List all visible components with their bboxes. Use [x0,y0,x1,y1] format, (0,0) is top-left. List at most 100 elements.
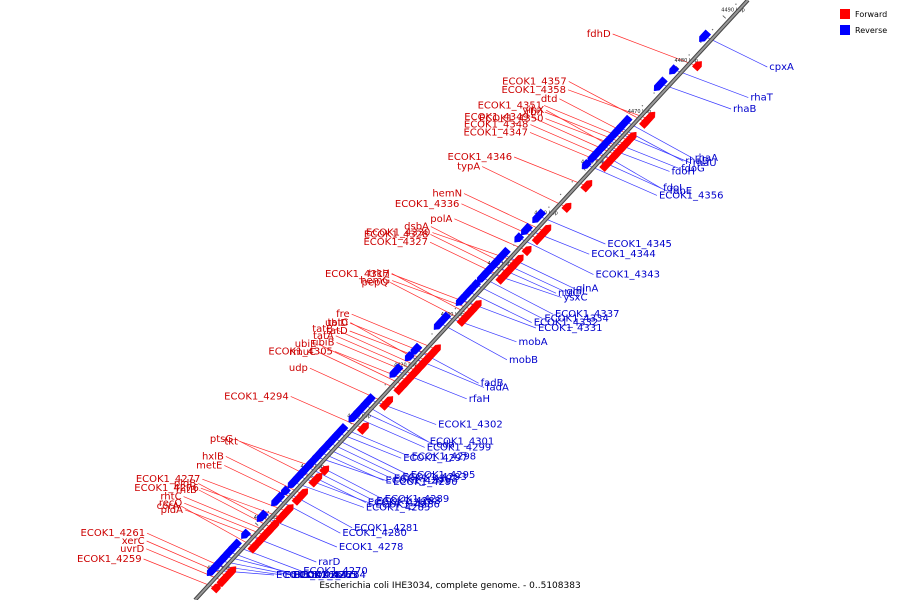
gene-arrow-ecok1-4298 [338,422,349,434]
gene-label-ecok1-4337: ECOK1_4337 [555,309,620,320]
gene-label-ecok1-4356: ECOK1_4356 [659,190,724,201]
gene-arrow-ecok1-4343 [514,232,525,243]
leader-line [146,540,231,578]
gene-label-ecok1-4351: ECOK1_4351 [478,100,543,111]
scale-tick-label: 4470 kbp [628,109,652,115]
scale-minor-tick [735,3,737,5]
gene-label-ubib: ubiB [312,337,334,348]
legend-reverse-label: Reverse [855,26,887,35]
gene-label-ecok1-4328: ECOK1_4328 [364,229,429,240]
gene-arrow-hxlb [296,488,309,501]
gene-label-hxlb: hxlB [202,451,224,462]
gene-arrow-tkt [319,465,330,476]
leader-line [184,509,266,541]
gene-label-ecok1-4294: ECOK1_4294 [224,391,289,402]
gene-arrow-ecok1-4358 [641,111,656,127]
leader-line [545,118,626,150]
gene-label-tatb: tatB [312,324,333,335]
gene-label-ecok1-4276: ECOK1_4276 [134,483,199,494]
scale-minor-tick [548,206,550,208]
gene-label-glna: glnA [576,283,598,294]
gene-label-ysxc: ysxC [563,292,587,303]
gene-arrow-typa [561,202,572,214]
gene-label-dsba: dsbA [404,222,429,233]
scale-tick [254,522,259,526]
gene-label-ubie: ubiE [295,339,317,350]
gene-label-ecok1-4268: ECOK1_4268 [276,570,341,581]
leader-line [146,548,227,583]
legend-forward-swatch [840,9,850,19]
gene-label-fdoi: fdoI [663,183,682,194]
gene-label-rfah: rfaH [469,394,490,405]
scale-minor-tick [688,54,690,56]
scale-minor-tick [641,105,644,107]
leader-line [350,322,435,357]
gene-label-ecok1-4334: ECOK1_4334 [544,313,609,324]
gene-label-glnl: glnL [566,286,587,297]
gene-label-ecok1-4290: ECOK1_4290 [393,477,458,488]
gene-label-ecok1-4292: ECOK1_4292 [394,474,459,485]
gene-label-ecok1-4349: ECOK1_4349 [464,112,529,123]
leader-line [336,342,417,377]
gene-label-ecok1-4297: ECOK1_4297 [403,453,468,464]
scale-tick-label: 4480 kbp [675,58,699,64]
leader-line [317,351,403,392]
gene-arrow-fre [430,344,441,355]
gene-arrow-fadb [410,342,423,356]
gene-label-rhaa: rhaA [695,153,718,164]
gene-label-ecok1-4286: ECOK1_4286 [375,499,440,510]
gene-label-ecok1-4343: ECOK1_4343 [595,270,660,281]
gene-label-ecok1-4270: ECOK1_4270 [303,566,368,577]
gene-label-ecok1-4330: ECOK1_4330 [366,228,431,239]
leader-line [405,354,485,388]
gene-label-udp: udp [289,363,308,374]
gene-label-ecok1-4299: ECOK1_4299 [427,442,492,453]
leader-line [391,273,480,308]
gene-label-rmuc: rmuC [289,347,316,358]
gene-arrow-udp [379,396,394,411]
gene-label-fre: fre [336,309,350,320]
gene-label-ecok1-4295: ECOK1_4295 [411,470,476,481]
gene-label-ecok1-4263: ECOK1_4263 [294,570,359,581]
leader-line [351,313,440,351]
leader-line [392,280,477,312]
gene-arrow-rfah [389,363,404,378]
gene-label-ecok1-4347: ECOK1_4347 [463,127,528,138]
gene-arrow-dtd [626,131,637,143]
gene-arrow-moba [441,311,452,322]
gene-label-rhau: rhaU [693,158,717,169]
genome-caption: Escherichia coli IHE3034, complete genom… [319,581,580,591]
gene-arrow-ecok1-4345 [532,208,547,224]
gene-label-rhat: rhaT [750,93,773,104]
gene-arrow-glna [496,246,511,262]
gene-arrow-ecok1-4356 [581,158,592,170]
gene-label-ecok1-4327: ECOK1_4327 [363,237,428,248]
gene-label-ecok1-4348: ECOK1_4348 [464,120,529,131]
gene-label-fadb: fadB [481,378,504,389]
leader-line [290,396,367,431]
leader-line [200,487,286,519]
gene-label-plda: pldA [161,505,183,516]
leader-line [202,478,291,513]
leader-line [529,132,611,167]
gene-arrow-ecok1-4344 [521,222,534,236]
leader-line [335,335,421,373]
gene-arrow-pldb [269,519,280,530]
gene-arrow-rhat [669,64,680,75]
leader-line [612,33,701,68]
gene-label-ecok1-4344: ECOK1_4344 [591,249,656,260]
leader-line [308,460,383,500]
gene-label-ecok1-4317: ECOK1_4317 [325,269,390,280]
gene-label-eda: eda [436,439,455,450]
scale-tick [722,15,726,19]
leader-line [258,514,338,548]
scale-tick-label: 4460 kbp [581,160,605,166]
leader-line [612,130,691,164]
gene-label-ecok1-4265: ECOK1_4265 [293,570,358,581]
gene-arrow-pola [521,245,532,257]
gene-label-moba: mobA [518,337,547,348]
leader-line [568,81,649,125]
gene-label-tatc: tatC [327,318,348,329]
gene-label-tata: tatA [313,331,334,342]
gene-label-rbn: rbn [526,107,543,118]
